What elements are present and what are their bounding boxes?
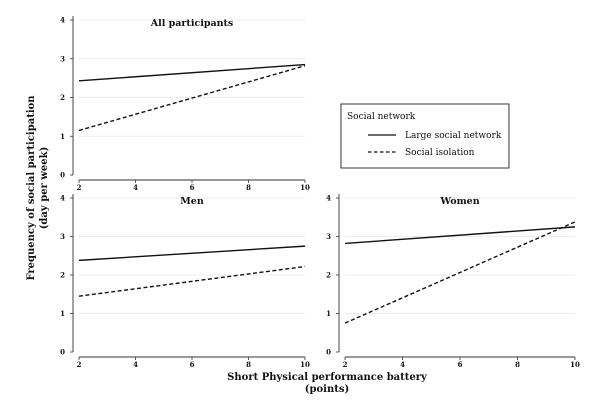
x-tick-label: 8 [246,183,251,192]
legend-label-social-isolation: Social isolation [405,148,475,158]
series-line-social-isolation [78,265,306,297]
y-tick-label: 3 [60,54,65,63]
x-tick-label: 10 [300,183,310,192]
panel-title: Men [180,196,204,207]
x-tick-label: 2 [77,360,82,369]
x-tick-label: 2 [77,183,82,192]
x-tick-label: 4 [400,360,405,369]
x-tick-label: 6 [190,360,195,369]
series-line-social-isolation [344,221,576,324]
y-tick-label: 4 [60,194,65,203]
panel-all-participants: 0 1 2 3 4 2 4 6 8 10 All participants [60,16,310,193]
y-tick-label: 3 [60,232,65,241]
y-tick-label: 1 [60,132,65,141]
x-tick-label: 10 [300,360,310,369]
x-axis-label-main: Short Physical performance battery [227,372,428,383]
x-tick-label: 4 [133,183,138,192]
y-tick-label: 0 [326,348,331,357]
series-line-large-social-network [78,245,306,262]
x-axis-label-unit: (points) [305,384,349,395]
series-line-large-social-network [78,63,306,82]
x-tick-label: 4 [133,360,138,369]
x-tick-label: 6 [458,360,463,369]
y-tick-label: 1 [60,309,65,318]
x-tick-label: 8 [515,360,520,369]
legend: Social network Large social network Soci… [340,103,510,169]
x-tick-label: 10 [570,360,580,369]
x-tick-label: 2 [343,360,348,369]
y-axis-label-main: Frequency of social participation [26,95,37,281]
y-tick-label: 1 [326,309,331,318]
y-axis-label-unit: (day per week) [39,147,50,230]
x-tick-label: 8 [246,360,251,369]
y-tick-label: 4 [60,16,65,25]
panel-title: All participants [150,18,234,29]
legend-label-large-network: Large social network [405,131,502,141]
legend-box [340,103,510,169]
y-tick-label: 0 [60,348,65,357]
y-tick-label: 2 [60,93,65,102]
panel-men: 0 1 2 3 4 2 4 6 8 10 Men [60,194,310,370]
x-axis-label: Short Physical performance battery (poin… [227,372,428,395]
y-tick-label: 4 [326,194,331,203]
series-line-large-social-network [344,226,576,245]
panel-title: Women [439,196,479,207]
y-tick-label: 2 [60,271,65,280]
legend-title: Social network [347,112,416,122]
panel-women: 0 1 2 3 4 2 4 6 8 10 Women [326,194,580,370]
series-line-social-isolation [78,65,306,132]
y-tick-label: 2 [326,271,331,280]
x-tick-label: 6 [190,183,195,192]
y-axis-label: Frequency of social participation (day p… [26,95,50,281]
y-tick-label: 3 [326,232,331,241]
y-tick-label: 0 [60,171,65,180]
